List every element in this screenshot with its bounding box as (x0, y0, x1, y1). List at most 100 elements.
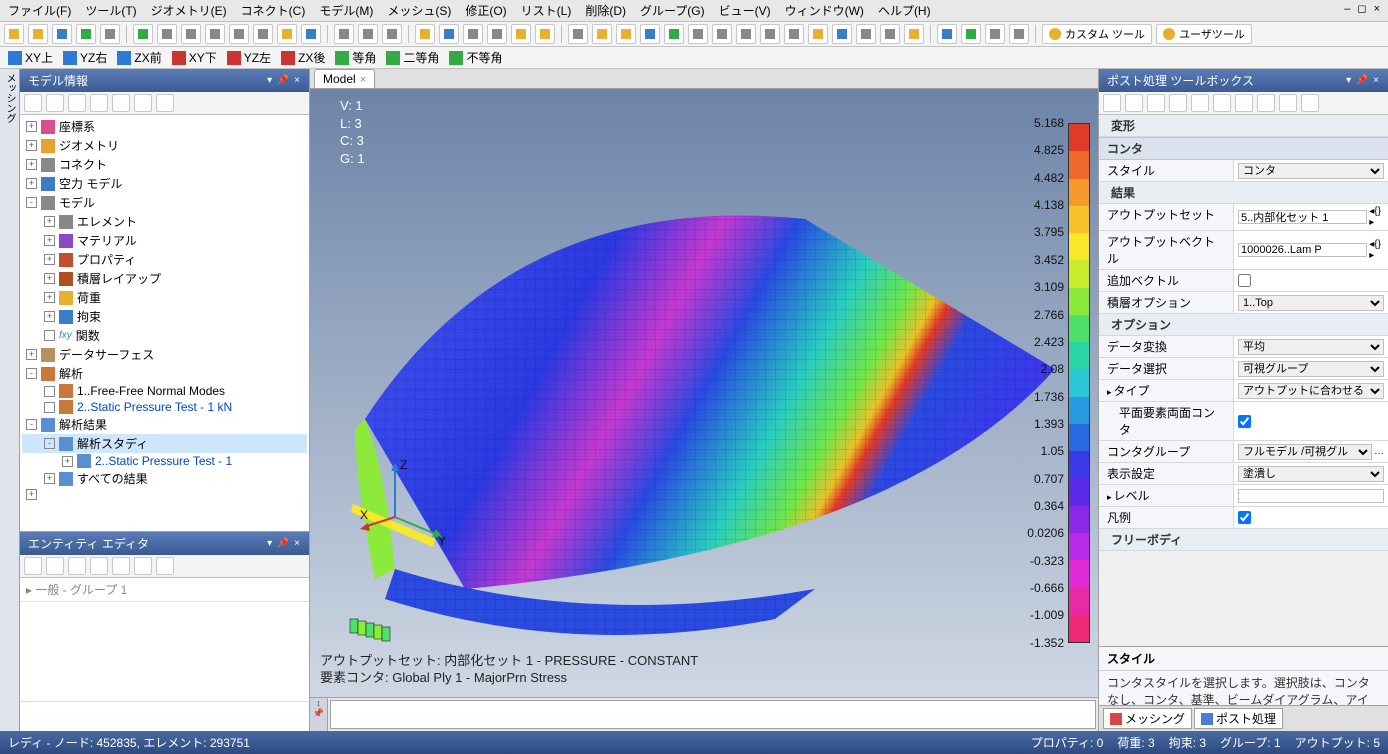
menu-item[interactable]: ビュー(V) (719, 2, 771, 19)
panel-tool-button[interactable] (156, 94, 174, 112)
viewport-3d[interactable]: V: 1 L: 3 C: 3 G: 1 (310, 89, 1098, 697)
props-value[interactable]: ◂{}▸ (1234, 231, 1388, 269)
tree-node[interactable]: -モデル (22, 193, 307, 212)
panel-tool-button[interactable] (68, 557, 86, 575)
toolbar-button[interactable] (301, 24, 321, 44)
panel-tool-button[interactable] (24, 94, 42, 112)
toolbar-button[interactable] (181, 24, 201, 44)
view-orient-button[interactable]: 不等角 (449, 49, 502, 66)
toolbar-button[interactable] (736, 24, 756, 44)
entity-row[interactable]: ▸ 一般 - グループ 1 (20, 578, 309, 602)
view-orient-button[interactable]: YZ左 (227, 49, 271, 66)
tree-node[interactable]: +すべての結果 (22, 469, 307, 488)
menu-item[interactable]: ジオメトリ(E) (151, 2, 227, 19)
toolbar-button[interactable] (52, 24, 72, 44)
tree-node[interactable]: +拘束 (22, 307, 307, 326)
expand-icon[interactable]: + (44, 216, 55, 227)
panel-pin-close[interactable]: ▾ 📌 × (267, 538, 301, 549)
toolbar-button[interactable] (229, 24, 249, 44)
props-section[interactable]: オプション (1099, 314, 1388, 336)
expand-icon[interactable] (44, 330, 55, 341)
props-section[interactable]: コンタ (1099, 137, 1388, 160)
tree-node[interactable]: 1..Free-Free Normal Modes (22, 383, 307, 399)
menu-item[interactable]: ツール(T) (85, 2, 136, 19)
toolbar-button[interactable] (961, 24, 981, 44)
panel-tool-button[interactable] (1191, 94, 1209, 112)
panel-tool-button[interactable] (90, 94, 108, 112)
panel-tool-button[interactable] (46, 94, 64, 112)
props-value[interactable]: アウトプットに合わせる (1234, 380, 1388, 401)
toolbar-custom[interactable]: カスタム ツール (1042, 24, 1152, 44)
menu-item[interactable]: 修正(O) (465, 2, 506, 19)
props-value[interactable] (1234, 270, 1388, 291)
model-tree[interactable]: +座標系+ジオメトリ+コネクト+空力 モデル-モデル+エレメント+マテリアル+プ… (20, 115, 309, 531)
props-value[interactable] (1234, 507, 1388, 528)
expand-icon[interactable]: + (44, 235, 55, 246)
toolbar-button[interactable] (487, 24, 507, 44)
toolbar-button[interactable] (253, 24, 273, 44)
props-value[interactable] (1234, 402, 1388, 440)
tree-node[interactable]: +マテリアル (22, 231, 307, 250)
toolbar-button[interactable] (100, 24, 120, 44)
close-icon[interactable]: × (360, 74, 366, 86)
props-value[interactable]: 平均 (1234, 336, 1388, 357)
tree-node[interactable]: +ジオメトリ (22, 136, 307, 155)
props-section[interactable]: フリーボディ (1099, 529, 1388, 551)
tree-node[interactable]: +データサーフェス (22, 345, 307, 364)
panel-tool-button[interactable] (90, 557, 108, 575)
toolbar-button[interactable] (4, 24, 24, 44)
toolbar-button[interactable] (439, 24, 459, 44)
panel-tool-button[interactable] (112, 557, 130, 575)
toolbar-button[interactable] (664, 24, 684, 44)
panel-tool-button[interactable] (1235, 94, 1253, 112)
toolbar-button[interactable] (334, 24, 354, 44)
props-value[interactable]: 可視グループ (1234, 358, 1388, 379)
bottom-tab[interactable]: ポスト処理 (1194, 708, 1283, 729)
left-vertical-tab[interactable]: メッシング (0, 69, 20, 731)
bottom-tab[interactable]: メッシング (1103, 708, 1192, 729)
menu-item[interactable]: モデル(M) (319, 2, 373, 19)
panel-tool-button[interactable] (1147, 94, 1165, 112)
toolbar-button[interactable] (856, 24, 876, 44)
toolbar-button[interactable] (382, 24, 402, 44)
menu-item[interactable]: ヘルプ(H) (878, 2, 931, 19)
tree-node[interactable]: +座標系 (22, 117, 307, 136)
command-gutter[interactable]: ↕📌 (310, 698, 328, 731)
toolbar-button[interactable] (784, 24, 804, 44)
panel-tool-button[interactable] (1257, 94, 1275, 112)
expand-icon[interactable]: - (26, 368, 37, 379)
props-value[interactable]: ◂{}▸ (1234, 204, 1388, 230)
toolbar-button[interactable] (28, 24, 48, 44)
toolbar-button[interactable] (76, 24, 96, 44)
panel-tool-button[interactable] (1169, 94, 1187, 112)
panel-tool-button[interactable] (46, 557, 64, 575)
props-section[interactable]: 変形 (1099, 115, 1388, 137)
tree-node[interactable]: +エレメント (22, 212, 307, 231)
toolbar-user[interactable]: ユーザツール (1156, 24, 1252, 44)
tab-model[interactable]: Model× (314, 69, 375, 88)
expand-icon[interactable]: - (26, 197, 37, 208)
toolbar-button[interactable] (415, 24, 435, 44)
panel-tool-button[interactable] (1279, 94, 1297, 112)
tree-node[interactable]: +2..Static Pressure Test - 1 (22, 453, 307, 469)
expand-icon[interactable]: + (62, 456, 73, 467)
toolbar-button[interactable] (904, 24, 924, 44)
view-orient-button[interactable]: ZX後 (281, 49, 325, 66)
expand-icon[interactable]: + (26, 121, 37, 132)
expand-icon[interactable]: - (26, 419, 37, 430)
expand-icon[interactable]: + (44, 292, 55, 303)
expand-icon[interactable] (44, 402, 55, 413)
toolbar-button[interactable] (511, 24, 531, 44)
menu-item[interactable]: ウィンドウ(W) (785, 2, 864, 19)
command-input[interactable] (330, 700, 1096, 729)
tree-node[interactable]: +積層レイアップ (22, 269, 307, 288)
view-orient-button[interactable]: 等角 (335, 49, 376, 66)
tree-node[interactable]: fxy関数 (22, 326, 307, 345)
panel-tool-button[interactable] (112, 94, 130, 112)
toolbar-button[interactable] (808, 24, 828, 44)
menu-item[interactable]: ファイル(F) (8, 2, 71, 19)
toolbar-button[interactable] (133, 24, 153, 44)
props-value[interactable] (1234, 485, 1388, 506)
view-orient-button[interactable]: 二等角 (386, 49, 439, 66)
menu-item[interactable]: グループ(G) (640, 2, 705, 19)
